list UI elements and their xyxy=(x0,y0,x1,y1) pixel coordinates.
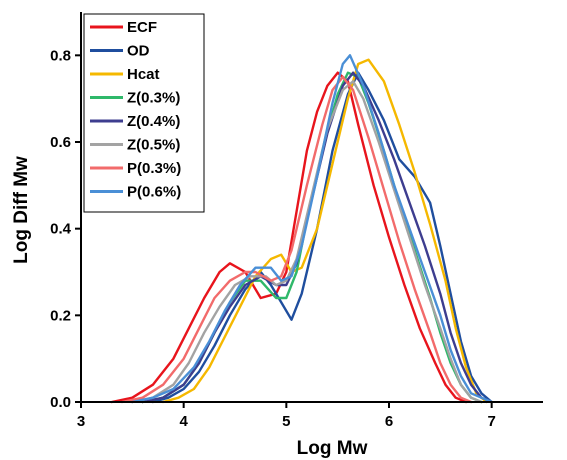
legend-label: ECF xyxy=(127,19,157,36)
legend-label: P(0.3%) xyxy=(127,160,181,177)
x-tick-label: 5 xyxy=(282,413,290,430)
series-line-p-0-3 xyxy=(120,75,473,404)
legend-label: P(0.6%) xyxy=(127,184,181,201)
y-tick-label: 0.6 xyxy=(50,134,71,151)
y-axis-title: Log Diff Mw xyxy=(11,156,32,264)
axes-layer xyxy=(80,12,543,403)
legend-label: Z(0.5%) xyxy=(127,137,180,154)
legend-box xyxy=(83,13,205,213)
x-tick-label: 7 xyxy=(487,413,495,430)
ticks-layer: 3 4 5 6 7 0.0 0.2 0.4 0.6 0.8 xyxy=(50,47,496,430)
y-tick-label: 0.8 xyxy=(50,47,71,64)
y-tick-label: 0.0 xyxy=(50,394,71,411)
y-tick-label: 0.4 xyxy=(50,221,72,238)
x-axis-title: Log Mw xyxy=(297,438,368,459)
legend-label: Hcat xyxy=(127,66,160,83)
legend: ECF OD Hcat Z(0.3%) Z(0.4%) Z(0.5%) P(0.3%) P(0… xyxy=(83,13,205,213)
series-line-od xyxy=(151,71,493,404)
legend-label: Z(0.4%) xyxy=(127,113,180,130)
series-line-p-0-6 xyxy=(131,54,493,404)
x-tick-label: 3 xyxy=(77,413,85,430)
series-line-hcat xyxy=(161,58,488,404)
legend-label: Z(0.3%) xyxy=(127,90,180,107)
series-layer xyxy=(110,54,493,404)
x-tick-label: 6 xyxy=(385,413,393,430)
legend-label: OD xyxy=(127,43,150,60)
series-line-ecf xyxy=(110,71,468,404)
x-tick-label: 4 xyxy=(179,413,188,430)
y-tick-label: 0.2 xyxy=(50,307,71,324)
